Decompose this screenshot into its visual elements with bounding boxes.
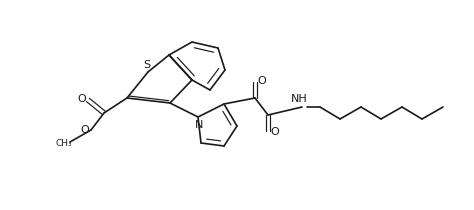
Text: S: S [144,60,151,70]
Text: CH₃: CH₃ [55,139,73,148]
Text: O: O [81,125,90,135]
Text: N: N [195,120,203,130]
Text: O: O [271,127,279,137]
Text: O: O [78,94,86,104]
Text: O: O [258,76,266,86]
Text: NH: NH [291,94,307,104]
